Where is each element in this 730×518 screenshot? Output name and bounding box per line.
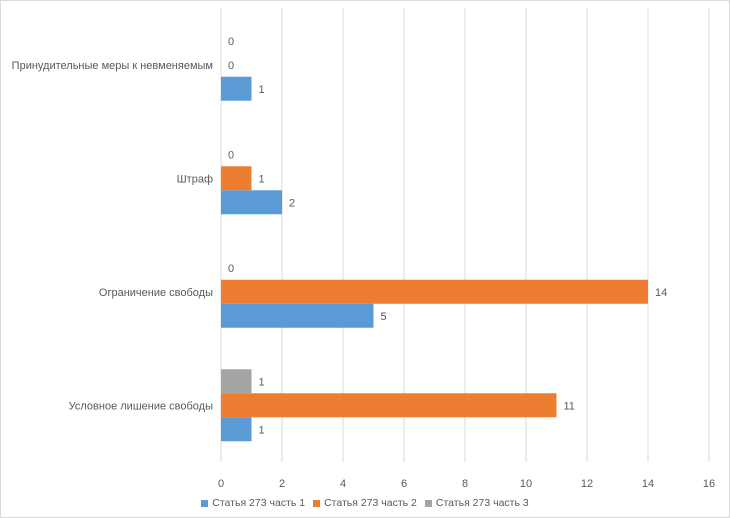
x-tick-label: 10 (520, 478, 532, 490)
bar (221, 190, 282, 215)
legend-item: Статья 273 часть 2 (313, 497, 417, 509)
legend-swatch (313, 499, 321, 507)
data-label: 0 (228, 149, 234, 161)
legend-label: Статья 273 часть 1 (212, 497, 306, 509)
bar (221, 303, 374, 328)
data-label: 0 (228, 36, 234, 48)
bar (221, 369, 252, 394)
data-label: 5 (381, 311, 387, 323)
legend-label: Статья 273 часть 2 (324, 497, 417, 509)
x-tick-label: 16 (703, 478, 715, 490)
data-label: 2 (289, 197, 295, 209)
category-label: Штраф (177, 173, 213, 185)
legend-item: Статья 273 часть 1 (201, 497, 305, 509)
data-label: 14 (655, 287, 667, 299)
legend: Статья 273 часть 1 Статья 273 часть 2 Стат… (1, 497, 729, 509)
bar (221, 393, 557, 418)
x-tick-label: 14 (642, 478, 654, 490)
legend-swatch (424, 499, 432, 507)
data-label: 1 (259, 424, 265, 436)
data-label: 1 (259, 84, 265, 96)
bar (221, 417, 252, 442)
category-label: Условное лишение свободы (69, 400, 213, 412)
x-tick-label: 4 (340, 478, 346, 490)
x-tick-label: 8 (462, 478, 468, 490)
legend-swatch (201, 499, 209, 507)
data-label: 1 (259, 173, 265, 185)
bar (221, 166, 252, 191)
bar (221, 279, 648, 304)
legend-item: Статья 273 часть 3 (424, 497, 529, 509)
category-label: Принудительные меры к невменяемым (12, 60, 213, 72)
data-label: 0 (228, 263, 234, 275)
x-tick-label: 0 (218, 478, 224, 490)
data-label: 11 (564, 400, 575, 412)
category-label: Ограничение свободы (99, 287, 213, 299)
x-tick-label: 2 (279, 478, 285, 490)
x-tick-label: 6 (401, 478, 407, 490)
x-tick-label: 12 (581, 478, 593, 490)
bar (221, 76, 252, 101)
data-label: 1 (259, 376, 265, 388)
data-label: 0 (228, 60, 234, 72)
legend-label: Статья 273 часть 3 (435, 497, 529, 509)
